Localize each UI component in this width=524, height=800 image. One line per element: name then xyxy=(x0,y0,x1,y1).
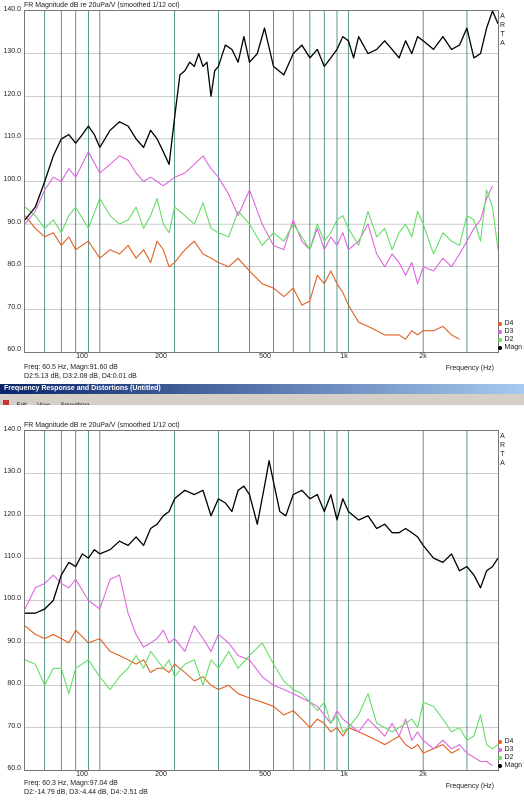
chart-title: FR Magnitude dB re 20uPa/V (smoothed 1/1… xyxy=(24,2,180,9)
chart-panel-bottom: FR Magnitude dB re 20uPa/V (smoothed 1/1… xyxy=(0,405,524,800)
legend-item-d2: D2 xyxy=(498,754,522,762)
legend-label: D2 xyxy=(504,754,514,761)
legend-swatch xyxy=(498,756,503,760)
series-line-d4 xyxy=(25,625,460,754)
series-line-d3 xyxy=(25,151,493,285)
cursor-distortion: D2:5.13 dB, D3:2.08 dB, D4:0.01 dB xyxy=(24,373,137,380)
y-tick-label: 140.0 xyxy=(3,426,21,433)
frequency-response-chart xyxy=(25,431,498,770)
series-line-d2 xyxy=(25,189,498,255)
legend-item-d3: D3 xyxy=(498,328,522,336)
legend-item-d4: D4 xyxy=(498,738,522,746)
y-tick-label: 70.0 xyxy=(7,304,21,311)
legend-label: D3 xyxy=(504,746,514,753)
y-tick-label: 60.0 xyxy=(7,765,21,772)
brand-letter: A xyxy=(500,13,505,20)
x-axis-label: Frequency (Hz) xyxy=(445,783,494,790)
legend-label: Magn xyxy=(504,762,522,769)
window-chrome: Frequency Response and Distortions (Unti… xyxy=(0,384,524,409)
x-tick-label: 500 xyxy=(259,353,271,360)
series-line-magn xyxy=(25,460,498,614)
cursor-freq-magn: Freq: 60.5 Hz, Magn:91.60 dB xyxy=(24,364,118,371)
brand-letter: T xyxy=(500,31,505,38)
y-tick-label: 70.0 xyxy=(7,723,21,730)
legend-swatch xyxy=(498,338,503,342)
y-tick-label: 120.0 xyxy=(3,511,21,518)
legend-label: D4 xyxy=(504,320,514,327)
x-tick-label: 200 xyxy=(155,771,167,778)
legend-label: D4 xyxy=(504,738,514,745)
legend-label: D2 xyxy=(504,336,514,343)
legend-swatch xyxy=(498,748,503,752)
cursor-readout: Freq: 60.3 Hz, Magn:97.04 dB D2:-14.79 d… xyxy=(24,779,148,797)
legend-item-magn: Magn xyxy=(498,762,522,770)
frequency-response-chart xyxy=(25,11,498,352)
legend-swatch xyxy=(498,764,503,768)
x-tick-label: 100 xyxy=(76,771,88,778)
cursor-readout: Freq: 60.5 Hz, Magn:91.60 dB D2:5.13 dB,… xyxy=(24,363,137,381)
legend-swatch xyxy=(498,740,503,744)
legend-swatch xyxy=(498,346,503,350)
brand-letter: A xyxy=(500,433,505,440)
legend: D4 D3 D2 Magn xyxy=(498,738,522,770)
series-line-d2 xyxy=(25,642,498,750)
series-line-d3 xyxy=(25,574,493,767)
brand-letter: T xyxy=(500,451,505,458)
x-tick-label: 1k xyxy=(340,771,348,778)
legend-item-magn: Magn xyxy=(498,344,522,352)
cursor-freq-magn: Freq: 60.3 Hz, Magn:97.04 dB xyxy=(24,780,118,787)
x-tick-label: 100 xyxy=(76,353,88,360)
y-tick-label: 140.0 xyxy=(3,6,21,13)
window-titlebar[interactable]: Frequency Response and Distortions (Unti… xyxy=(0,384,524,394)
y-tick-label: 100.0 xyxy=(3,176,21,183)
legend-swatch xyxy=(498,322,503,326)
y-tick-label: 130.0 xyxy=(3,468,21,475)
brand-letter: R xyxy=(499,442,506,449)
cursor-distortion: D2:-14.79 dB, D3:-4.44 dB, D4:-2.51 dB xyxy=(24,789,148,796)
brand-letter: A xyxy=(500,40,505,47)
app-icon[interactable] xyxy=(3,399,9,406)
plot-area[interactable] xyxy=(24,10,499,353)
x-tick-label: 2k xyxy=(419,353,427,360)
series-line-magn xyxy=(25,11,498,221)
legend-item-d3: D3 xyxy=(498,746,522,754)
legend-label: D3 xyxy=(504,328,514,335)
y-tick-label: 90.0 xyxy=(7,219,21,226)
legend-item-d4: D4 xyxy=(498,320,522,328)
legend-item-d2: D2 xyxy=(498,336,522,344)
y-tick-label: 60.0 xyxy=(7,346,21,353)
chart-title: FR Magnitude dB re 20uPa/V (smoothed 1/1… xyxy=(24,422,180,429)
series-line-d4 xyxy=(25,215,460,340)
x-tick-label: 200 xyxy=(155,353,167,360)
x-tick-label: 2k xyxy=(419,771,427,778)
x-tick-label: 1k xyxy=(340,353,348,360)
y-tick-label: 110.0 xyxy=(4,133,21,140)
arta-brand: A R T A xyxy=(499,432,506,468)
y-tick-label: 80.0 xyxy=(7,261,21,268)
arta-brand: A R T A xyxy=(499,12,506,48)
plot-area[interactable] xyxy=(24,430,499,771)
y-tick-label: 100.0 xyxy=(3,595,21,602)
legend-label: Magn xyxy=(504,344,522,351)
brand-letter: A xyxy=(500,460,505,467)
y-tick-label: 90.0 xyxy=(7,638,21,645)
chart-panel-top: FR Magnitude dB re 20uPa/V (smoothed 1/1… xyxy=(0,0,524,384)
y-tick-label: 130.0 xyxy=(3,48,21,55)
y-tick-label: 120.0 xyxy=(3,91,21,98)
window-title: Frequency Response and Distortions (Unti… xyxy=(4,385,161,392)
brand-letter: R xyxy=(499,22,506,29)
x-axis-label: Frequency (Hz) xyxy=(445,365,494,372)
legend: D4 D3 D2 Magn xyxy=(498,320,522,352)
y-tick-label: 110.0 xyxy=(4,553,21,560)
x-tick-label: 500 xyxy=(259,771,271,778)
y-tick-label: 80.0 xyxy=(7,680,21,687)
legend-swatch xyxy=(498,330,503,334)
